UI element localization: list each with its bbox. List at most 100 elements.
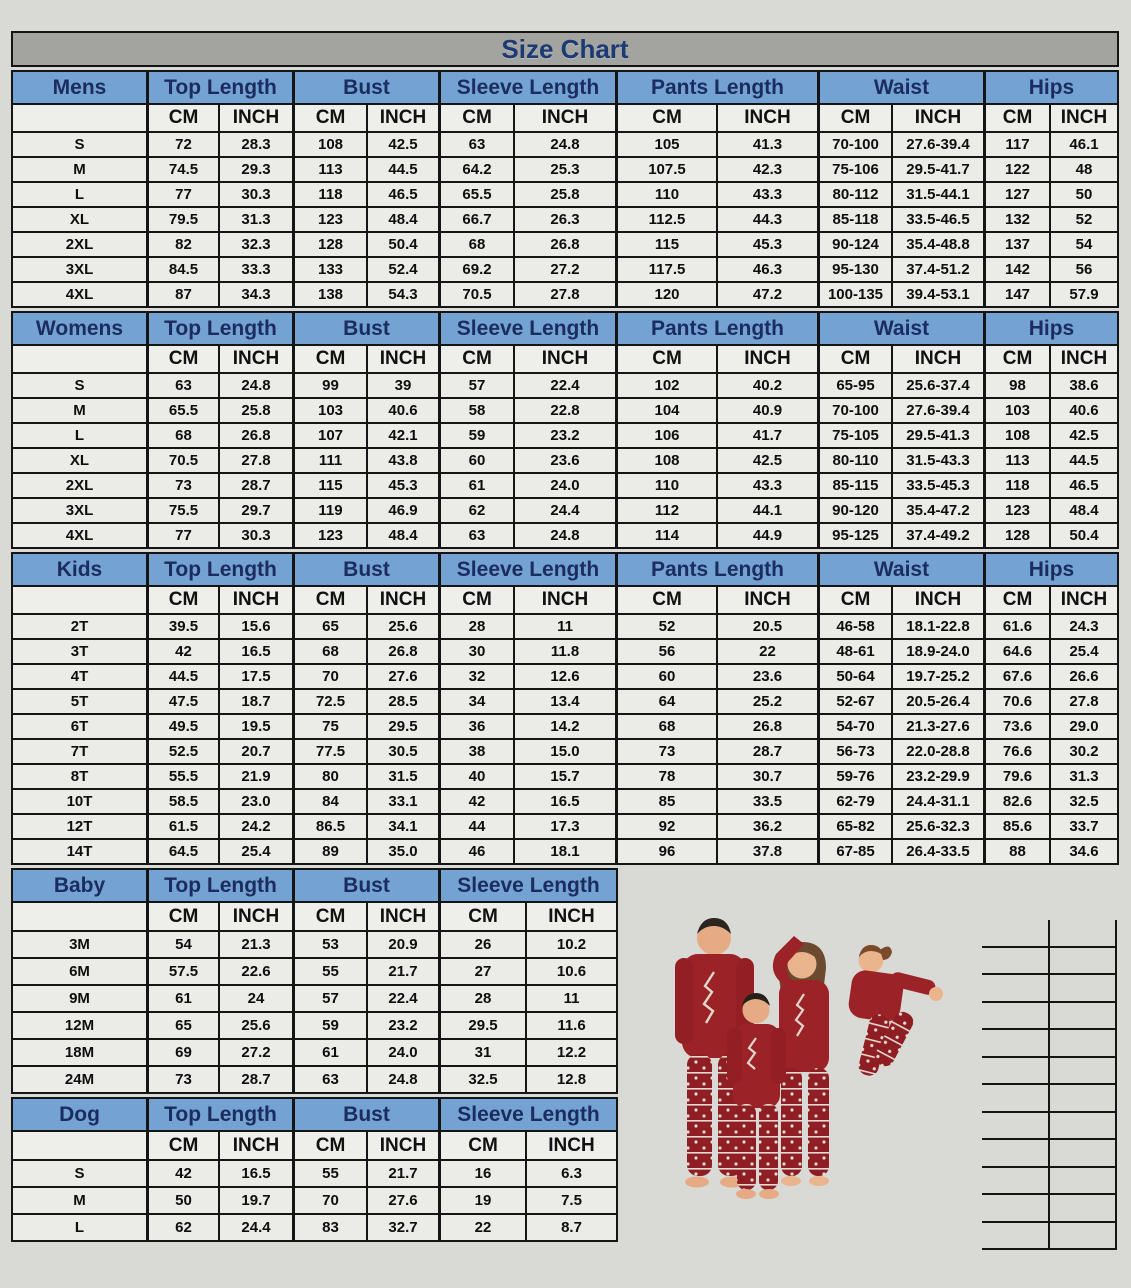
value-cell: 40.9 [716,397,817,422]
value-cell: 17.5 [218,663,292,688]
unit-header: CM [438,103,513,131]
value-cell: 46.1 [1049,131,1117,156]
value-cell: 47.5 [146,688,218,713]
section-name: Womens [13,313,146,344]
value-cell: 12.8 [525,1065,616,1092]
unit-header: INCH [1049,103,1117,131]
size-cell: S [13,131,146,156]
value-cell: 27.8 [1049,688,1117,713]
value-cell: 73 [146,1065,218,1092]
value-cell: 26.4-33.5 [891,838,983,863]
value-cell: 41.3 [716,131,817,156]
value-cell: 22 [438,1213,525,1240]
unit-header: CM [983,103,1049,131]
table-row: 3T 42 16.5 68 26.8 30 11.8 56 22 48-61 18.9-24.0 64… [13,638,1117,663]
value-cell: 115 [615,231,716,256]
group-header: Top Length [146,1099,292,1130]
table-row: S 63 24.8 99 39 57 22.4 102 40.2 65-95 25.6-37.4 98… [13,372,1117,397]
value-cell: 77.5 [292,738,366,763]
value-cell: 90-120 [817,497,891,522]
value-cell: 28 [438,613,513,638]
value-cell: 122 [983,156,1049,181]
value-cell: 120 [615,281,716,306]
value-cell: 88 [983,838,1049,863]
value-cell: 64.2 [438,156,513,181]
table-row: M 50 19.7 70 27.6 19 7.5 [13,1186,616,1213]
value-cell: 10.6 [525,957,616,984]
value-cell: 55.5 [146,763,218,788]
size-cell: 4XL [13,281,146,306]
value-cell: 60 [615,663,716,688]
unit-header: INCH [891,344,983,372]
value-cell: 52 [615,613,716,638]
value-cell: 25.6-32.3 [891,813,983,838]
value-cell: 137 [983,231,1049,256]
value-cell: 28.7 [218,472,292,497]
value-cell: 58.5 [146,788,218,813]
value-cell: 23.2 [513,422,615,447]
unit-header: CM [817,585,891,613]
value-cell: 32.3 [218,231,292,256]
size-cell: 3XL [13,256,146,281]
value-cell: 47.2 [716,281,817,306]
value-cell: 68 [146,422,218,447]
group-header: Hips [983,72,1117,103]
value-cell: 57 [292,984,366,1011]
section-name: Baby [13,870,146,901]
value-cell: 46.5 [366,181,438,206]
size-cell: 7T [13,738,146,763]
value-cell: 59 [292,1011,366,1038]
value-cell: 117 [983,131,1049,156]
value-cell: 68 [438,231,513,256]
value-cell: 62 [438,497,513,522]
value-cell: 43.3 [716,472,817,497]
value-cell: 103 [292,397,366,422]
unit-header: CM [438,1130,525,1159]
value-cell: 59-76 [817,763,891,788]
value-cell: 114 [615,522,716,547]
value-cell: 107 [292,422,366,447]
value-cell: 75 [292,713,366,738]
value-cell: 11 [525,984,616,1011]
value-cell: 108 [615,447,716,472]
value-cell: 35.4-47.2 [891,497,983,522]
unit-header-row: CM INCH CM INCH CM INCH [13,1130,616,1159]
value-cell: 65-82 [817,813,891,838]
value-cell: 43.8 [366,447,438,472]
value-cell: 20.7 [218,738,292,763]
value-cell: 65 [146,1011,218,1038]
unit-header: CM [438,344,513,372]
value-cell: 92 [615,813,716,838]
value-cell: 80-112 [817,181,891,206]
value-cell: 52.4 [366,256,438,281]
value-cell: 44.1 [716,497,817,522]
value-cell: 27.8 [513,281,615,306]
table-row: 12T 61.5 24.2 86.5 34.1 44 17.3 92 36.2 65-82 25.6… [13,813,1117,838]
value-cell: 61 [292,1038,366,1065]
value-cell: 24.4 [513,497,615,522]
value-cell: 17.3 [513,813,615,838]
value-cell: 38.6 [1049,372,1117,397]
value-cell: 113 [292,156,366,181]
unit-header: INCH [716,103,817,131]
size-cell: 12T [13,813,146,838]
mom-figure [772,936,829,1186]
value-cell: 70 [292,1186,366,1213]
group-header: Waist [817,72,983,103]
value-cell: 65 [292,613,366,638]
value-cell: 65.5 [146,397,218,422]
value-cell: 70.6 [983,688,1049,713]
value-cell: 54-70 [817,713,891,738]
value-cell: 31.3 [1049,763,1117,788]
value-cell: 42 [146,638,218,663]
unit-header: CM [146,585,218,613]
unit-header: CM [438,901,525,930]
value-cell: 63 [146,372,218,397]
section-header-row: Baby Top Length Bust Sleeve Length [13,870,616,901]
value-cell: 27.2 [218,1038,292,1065]
value-cell: 89 [292,838,366,863]
value-cell: 112.5 [615,206,716,231]
value-cell: 37.8 [716,838,817,863]
value-cell: 65-95 [817,372,891,397]
size-cell: M [13,397,146,422]
